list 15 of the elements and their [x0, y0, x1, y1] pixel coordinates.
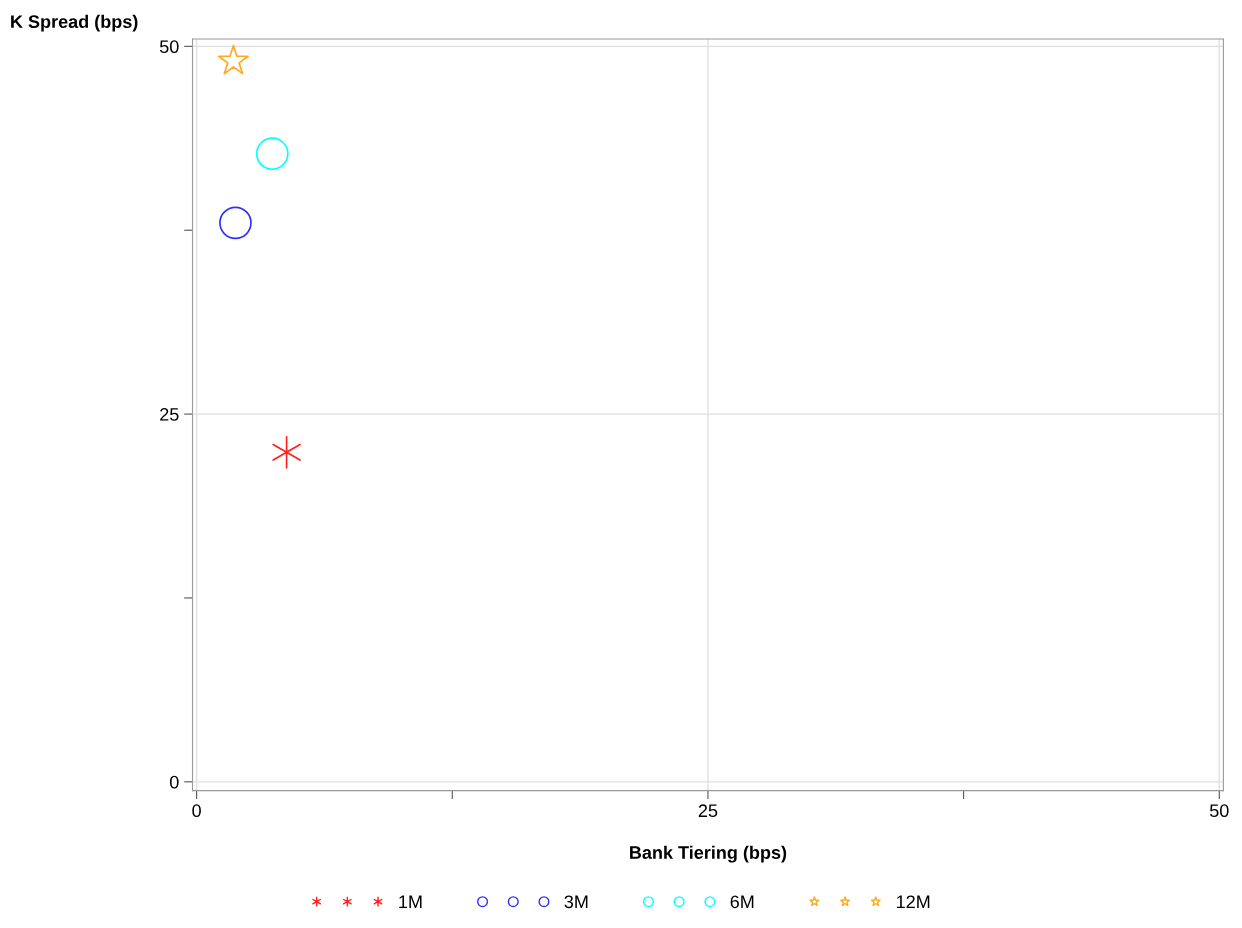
point: [255, 137, 289, 171]
x-tick-label: 50: [1209, 804, 1229, 818]
legend-label: 12M: [897, 895, 930, 908]
x-tick-label: 0: [192, 804, 201, 818]
legend-label: 6M: [730, 895, 754, 909]
x-tick-label: 25: [698, 804, 718, 818]
legend-label: 3M: [564, 895, 588, 909]
point: [217, 44, 250, 75]
y-axis-title: K Spread (bps): [11, 14, 138, 32]
x-axis-title: Bank Tiering (bps): [630, 845, 787, 863]
y-tick-label: 0: [169, 775, 179, 789]
point: [219, 206, 252, 240]
y-tick-label: 50: [159, 40, 179, 54]
legend-label: 1M: [399, 895, 422, 908]
y-tick-label: 25: [160, 408, 179, 421]
